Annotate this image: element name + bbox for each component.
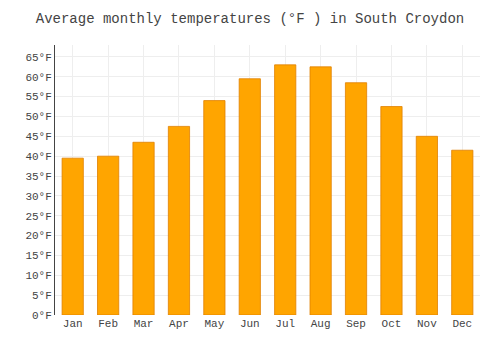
svg-text:Nov: Nov	[417, 318, 437, 330]
svg-text:Aug: Aug	[311, 318, 331, 330]
svg-text:Jun: Jun	[240, 318, 260, 330]
svg-text:Feb: Feb	[98, 318, 118, 330]
svg-text:5°F: 5°F	[32, 290, 52, 302]
svg-text:Jul: Jul	[275, 318, 295, 330]
svg-text:Apr: Apr	[169, 318, 189, 330]
svg-text:65°F: 65°F	[25, 52, 51, 64]
svg-text:Jan: Jan	[63, 318, 83, 330]
svg-text:20°F: 20°F	[25, 230, 51, 242]
svg-text:May: May	[204, 318, 224, 330]
svg-text:Sep: Sep	[346, 318, 366, 330]
svg-text:55°F: 55°F	[25, 91, 51, 103]
svg-text:15°F: 15°F	[25, 250, 51, 262]
svg-text:50°F: 50°F	[25, 111, 51, 123]
svg-text:30°F: 30°F	[25, 191, 51, 203]
svg-text:Oct: Oct	[382, 318, 402, 330]
svg-text:35°F: 35°F	[25, 171, 51, 183]
svg-text:Average monthly temperatures (: Average monthly temperatures (°F ) in So…	[36, 11, 464, 27]
svg-text:25°F: 25°F	[25, 211, 51, 223]
svg-text:45°F: 45°F	[25, 131, 51, 143]
svg-text:0°F: 0°F	[32, 310, 52, 322]
svg-text:Dec: Dec	[452, 318, 472, 330]
svg-text:10°F: 10°F	[25, 270, 51, 282]
svg-text:Mar: Mar	[134, 318, 154, 330]
svg-text:60°F: 60°F	[25, 72, 51, 84]
svg-text:40°F: 40°F	[25, 151, 51, 163]
